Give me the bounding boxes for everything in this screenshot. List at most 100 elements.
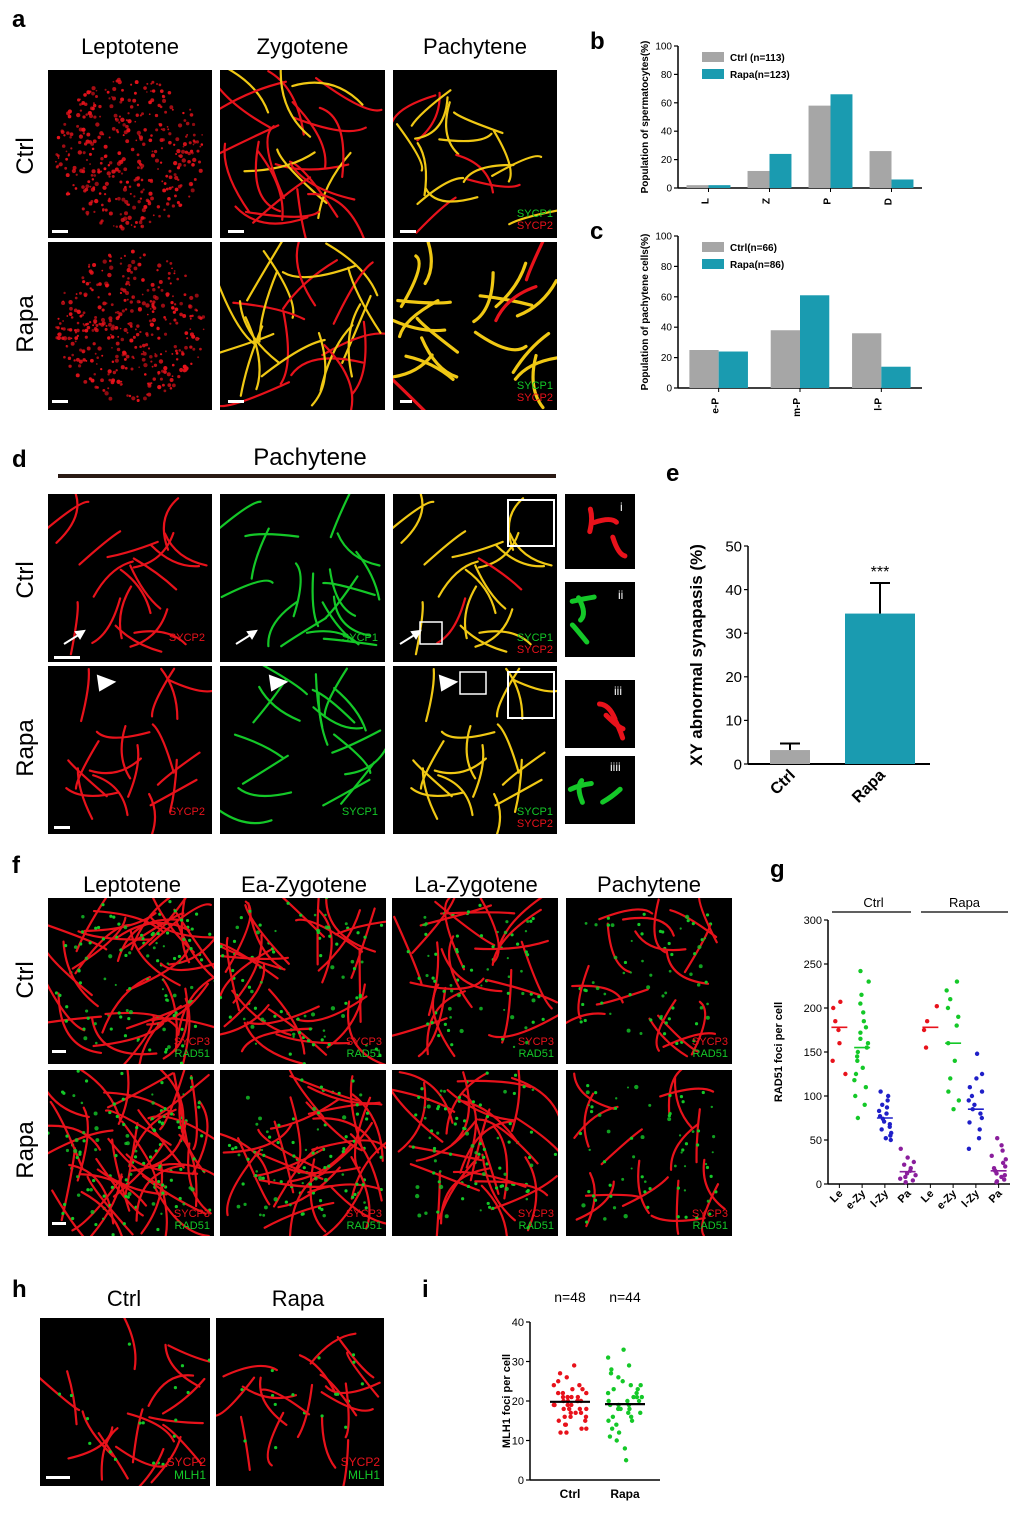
micrograph-svg [392, 898, 558, 1058]
panel-d-title: Pachytene [253, 444, 367, 471]
micrograph-svg [392, 1070, 558, 1236]
data-point [615, 1406, 621, 1412]
marker-a-sycp1-bottom: SYCP1 [516, 380, 553, 392]
bar [891, 179, 914, 188]
panel-label-e: e [666, 460, 680, 487]
data-point [994, 1180, 999, 1185]
data-point [635, 1386, 640, 1392]
data-point [858, 1036, 863, 1041]
data-point [1002, 1177, 1007, 1182]
data-point [879, 1127, 884, 1132]
data-point [614, 1438, 619, 1443]
arrow-icon [74, 629, 86, 640]
legend-swatch [702, 52, 724, 62]
chart-b: 0 20 40 60 80 100 Population of spermatocytes(… [600, 30, 1010, 220]
n-annotation: n=44 [609, 1289, 641, 1305]
data-point [966, 1098, 971, 1103]
data-point [628, 1383, 633, 1388]
data-point [583, 1418, 588, 1423]
panel-label-f: f [12, 852, 20, 879]
bar [830, 94, 853, 188]
micrograph-f-rapa-pachytene [566, 1070, 732, 1236]
roi-box [419, 621, 443, 645]
micrograph-a-ctrl-leptotene [48, 70, 212, 238]
micrograph-svg [40, 1318, 210, 1486]
marker-d-sycp1-merge: SYCP1 [516, 632, 553, 644]
data-point [605, 1355, 611, 1360]
data-point [861, 1010, 866, 1015]
data-point [623, 1458, 629, 1463]
data-point [611, 1386, 616, 1392]
data-point [556, 1379, 561, 1384]
data-point [565, 1394, 570, 1400]
scale-bar [52, 1222, 66, 1225]
marker-h-mlh1: MLH1 [173, 1468, 206, 1482]
data-point [860, 1065, 865, 1071]
marker-f-rad51: RAD51 [692, 1048, 728, 1060]
micrograph-svg [220, 898, 386, 1064]
data-point [578, 1410, 584, 1416]
y-tick-label: 200 [804, 1003, 822, 1015]
marker-a-sycp1-top: SYCP1 [516, 208, 553, 220]
scale-bar [228, 230, 244, 233]
data-point [625, 1398, 630, 1404]
data-point [638, 1410, 643, 1416]
micrograph-svg [569, 594, 597, 645]
bar [689, 350, 719, 388]
x-tick-label: Pa [987, 1187, 1006, 1206]
arrow-icon [410, 629, 422, 640]
y-tick-label: 50 [725, 538, 742, 555]
data-point [913, 1173, 918, 1178]
row-label-rapa: Rapa [12, 1121, 39, 1179]
y-tick-label: 150 [804, 1047, 822, 1059]
data-point [563, 1422, 569, 1427]
micrograph-svg [220, 1070, 386, 1236]
data-point [583, 1414, 589, 1419]
data-point [561, 1406, 566, 1412]
data-point [862, 1102, 867, 1107]
panel-d-title-bar [58, 474, 556, 478]
data-point [584, 1406, 589, 1412]
chart-e: 0 10 20 30 40 50 XY abnormal synapasis (%) Ctrl… [680, 480, 1010, 820]
data-point [866, 979, 871, 984]
marker-f-rad51: RAD51 [174, 1048, 210, 1060]
data-point [859, 992, 864, 997]
zoom-box [507, 499, 555, 547]
bar [800, 295, 830, 388]
data-point [609, 1367, 614, 1372]
inset-label-iii: iii [614, 684, 622, 698]
micrograph-f-rapa-la-zygotene [392, 1070, 558, 1236]
micrograph-svg [587, 506, 628, 559]
data-point [952, 1058, 958, 1063]
chart-c: 0 20 40 60 80 100 Population of pachytene cell… [600, 220, 1010, 420]
data-point [605, 1390, 611, 1396]
bar [808, 105, 831, 188]
y-tick-label: 80 [661, 262, 673, 273]
data-point [901, 1162, 907, 1167]
marker-h-mlh1: MLH1 [347, 1468, 380, 1482]
legend-label: Rapa(n=86) [730, 260, 784, 271]
data-point [571, 1363, 577, 1368]
data-point [855, 1058, 860, 1063]
data-point [888, 1133, 893, 1138]
bar [708, 185, 731, 188]
col-label-zygotene: Zygotene [256, 34, 349, 59]
data-point [564, 1375, 569, 1380]
data-point [883, 1136, 889, 1141]
data-point [858, 1001, 863, 1006]
micrograph-svg [393, 89, 557, 234]
data-point [995, 1136, 1000, 1141]
col-label-ea-zygotene: Ea-Zygotene [241, 872, 367, 897]
data-point [555, 1390, 561, 1396]
micrograph-d-ctrl-sycp2 [48, 494, 212, 662]
x-tick-label: P [823, 198, 834, 205]
data-point [924, 1019, 930, 1024]
row-label-ctrl: Ctrl [12, 961, 39, 999]
micrograph-svg [48, 1070, 214, 1236]
data-point [967, 1120, 972, 1125]
legend-label: Ctrl (n=113) [730, 53, 785, 64]
y-axis-label: MLH1 foci per cell [501, 1354, 513, 1448]
group-label: Ctrl [863, 895, 883, 910]
data-point [570, 1386, 575, 1392]
